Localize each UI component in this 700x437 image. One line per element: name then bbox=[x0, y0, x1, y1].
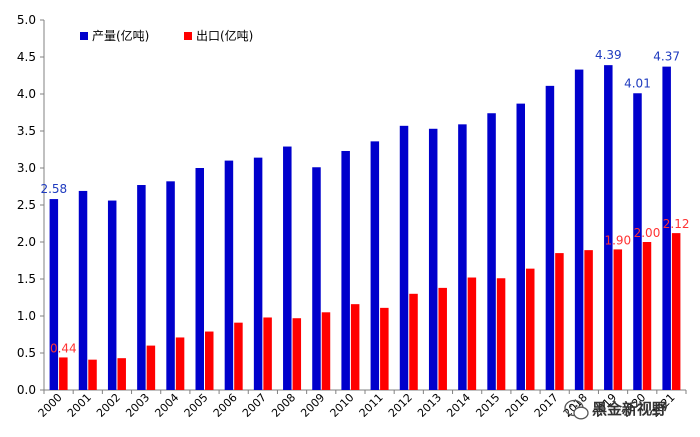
data-label: 0.44 bbox=[50, 341, 77, 355]
bar-production-2010 bbox=[341, 150, 350, 390]
y-tick-label: 1.0 bbox=[17, 309, 36, 323]
y-tick-label: 5.0 bbox=[17, 13, 36, 27]
bar-export-2000 bbox=[59, 357, 68, 390]
x-tick-label: 2012 bbox=[386, 391, 415, 420]
bar-production-2018 bbox=[574, 69, 584, 390]
y-tick-label: 0.5 bbox=[17, 346, 36, 360]
bar-export-2020 bbox=[642, 242, 652, 390]
bar-production-2016 bbox=[516, 103, 525, 391]
bar-export-2008 bbox=[292, 318, 302, 390]
bar-export-2012 bbox=[409, 293, 418, 390]
bar-export-2014 bbox=[467, 277, 477, 390]
x-tick-label: 2016 bbox=[503, 391, 532, 420]
bar-production-2015 bbox=[487, 113, 496, 391]
y-tick-label: 3.5 bbox=[17, 124, 36, 138]
x-tick-label: 2011 bbox=[357, 391, 386, 420]
wechat-icon-bubble-small bbox=[573, 406, 589, 420]
bar-production-2001 bbox=[78, 190, 88, 390]
x-tick-label: 2013 bbox=[415, 391, 444, 420]
x-tick-label: 2005 bbox=[182, 391, 211, 420]
wechat-icon-eye bbox=[575, 404, 578, 408]
data-label: 2.12 bbox=[663, 217, 690, 231]
bar-export-2006 bbox=[234, 322, 243, 390]
bar-export-2019 bbox=[613, 249, 623, 390]
bar-export-2021 bbox=[671, 233, 681, 390]
bar-production-2004 bbox=[166, 181, 175, 390]
bar-production-2000 bbox=[49, 199, 59, 390]
data-label: 4.01 bbox=[624, 76, 651, 90]
data-label: 2.00 bbox=[634, 226, 661, 240]
bar-production-2013 bbox=[428, 128, 438, 390]
bar-production-2005 bbox=[195, 168, 204, 390]
y-tick-label: 2.0 bbox=[17, 235, 36, 249]
legend-label-production: 产量(亿吨) bbox=[92, 28, 149, 43]
legend-swatch-export bbox=[184, 32, 192, 40]
x-tick-label: 2010 bbox=[328, 391, 357, 420]
bar-export-2005 bbox=[205, 331, 214, 390]
y-tick-label: 0.0 bbox=[17, 383, 36, 397]
y-tick-label: 2.5 bbox=[17, 198, 36, 212]
data-label: 4.37 bbox=[653, 50, 680, 64]
x-tick-label: 2014 bbox=[444, 391, 473, 420]
bar-export-2004 bbox=[175, 337, 185, 390]
bar-production-2009 bbox=[312, 167, 321, 390]
bar-production-2019 bbox=[604, 65, 613, 390]
bar-production-2003 bbox=[137, 185, 146, 390]
x-tick-label: 2017 bbox=[532, 391, 561, 420]
y-tick-label: 4.0 bbox=[17, 87, 36, 101]
data-label: 1.90 bbox=[604, 233, 631, 247]
x-tick-label: 2002 bbox=[94, 391, 123, 420]
data-label: 2.58 bbox=[40, 182, 67, 196]
bar-production-2020 bbox=[633, 93, 642, 390]
x-tick-label: 2001 bbox=[65, 391, 94, 420]
x-tick-label: 2008 bbox=[269, 391, 298, 420]
bar-export-2010 bbox=[350, 304, 360, 390]
bar-export-2003 bbox=[146, 345, 156, 390]
bar-production-2011 bbox=[370, 141, 380, 390]
bar-production-2002 bbox=[107, 200, 117, 390]
watermark-text: 黑金新视野 bbox=[592, 400, 667, 418]
data-label: 4.39 bbox=[595, 48, 622, 62]
legend-label-export: 出口(亿吨) bbox=[196, 28, 253, 43]
bar-production-2021 bbox=[662, 66, 671, 391]
bar-production-2007 bbox=[253, 157, 263, 390]
legend: 产量(亿吨) 出口(亿吨) bbox=[80, 28, 253, 43]
bar-production-2012 bbox=[399, 125, 409, 390]
bar-export-2007 bbox=[263, 317, 272, 390]
y-tick-label: 3.0 bbox=[17, 161, 36, 175]
bar-production-2006 bbox=[224, 160, 234, 390]
bar-export-2013 bbox=[438, 287, 447, 390]
y-tick-label: 1.5 bbox=[17, 272, 36, 286]
bar-export-2017 bbox=[555, 253, 564, 390]
bar-export-2001 bbox=[88, 359, 97, 390]
x-tick-label: 2000 bbox=[36, 391, 65, 420]
bar-export-2015 bbox=[496, 278, 506, 390]
bar-production-2008 bbox=[283, 146, 292, 390]
legend-swatch-production bbox=[80, 32, 88, 40]
bar-export-2018 bbox=[584, 250, 593, 390]
wechat-icon bbox=[564, 399, 589, 420]
bars bbox=[49, 65, 681, 391]
bar-production-2014 bbox=[458, 124, 467, 390]
x-tick-label: 2004 bbox=[152, 391, 181, 420]
x-tick-label: 2009 bbox=[298, 391, 327, 420]
bar-export-2011 bbox=[380, 307, 389, 390]
data-labels: 2.58 0.44 4.39 1.90 4.01 2.00 4.37 2.12 bbox=[40, 48, 689, 355]
bar-export-2009 bbox=[321, 312, 331, 390]
x-tick-label: 2003 bbox=[123, 391, 152, 420]
y-tick-labels: 0.0 0.5 1.0 1.5 2.0 2.5 3.0 3.5 4.0 4.5 5.0 bbox=[17, 13, 36, 397]
bar-export-2016 bbox=[526, 268, 535, 390]
y-tick-label: 4.5 bbox=[17, 50, 36, 64]
x-tick-label: 2006 bbox=[211, 391, 240, 420]
wechat-icon-eye bbox=[569, 404, 572, 408]
x-tick-label: 2015 bbox=[473, 391, 502, 420]
bar-export-2002 bbox=[117, 358, 126, 390]
watermark: 黑金新视野 bbox=[564, 399, 667, 420]
bar-production-2017 bbox=[545, 85, 555, 391]
x-tick-label: 2007 bbox=[240, 391, 269, 420]
